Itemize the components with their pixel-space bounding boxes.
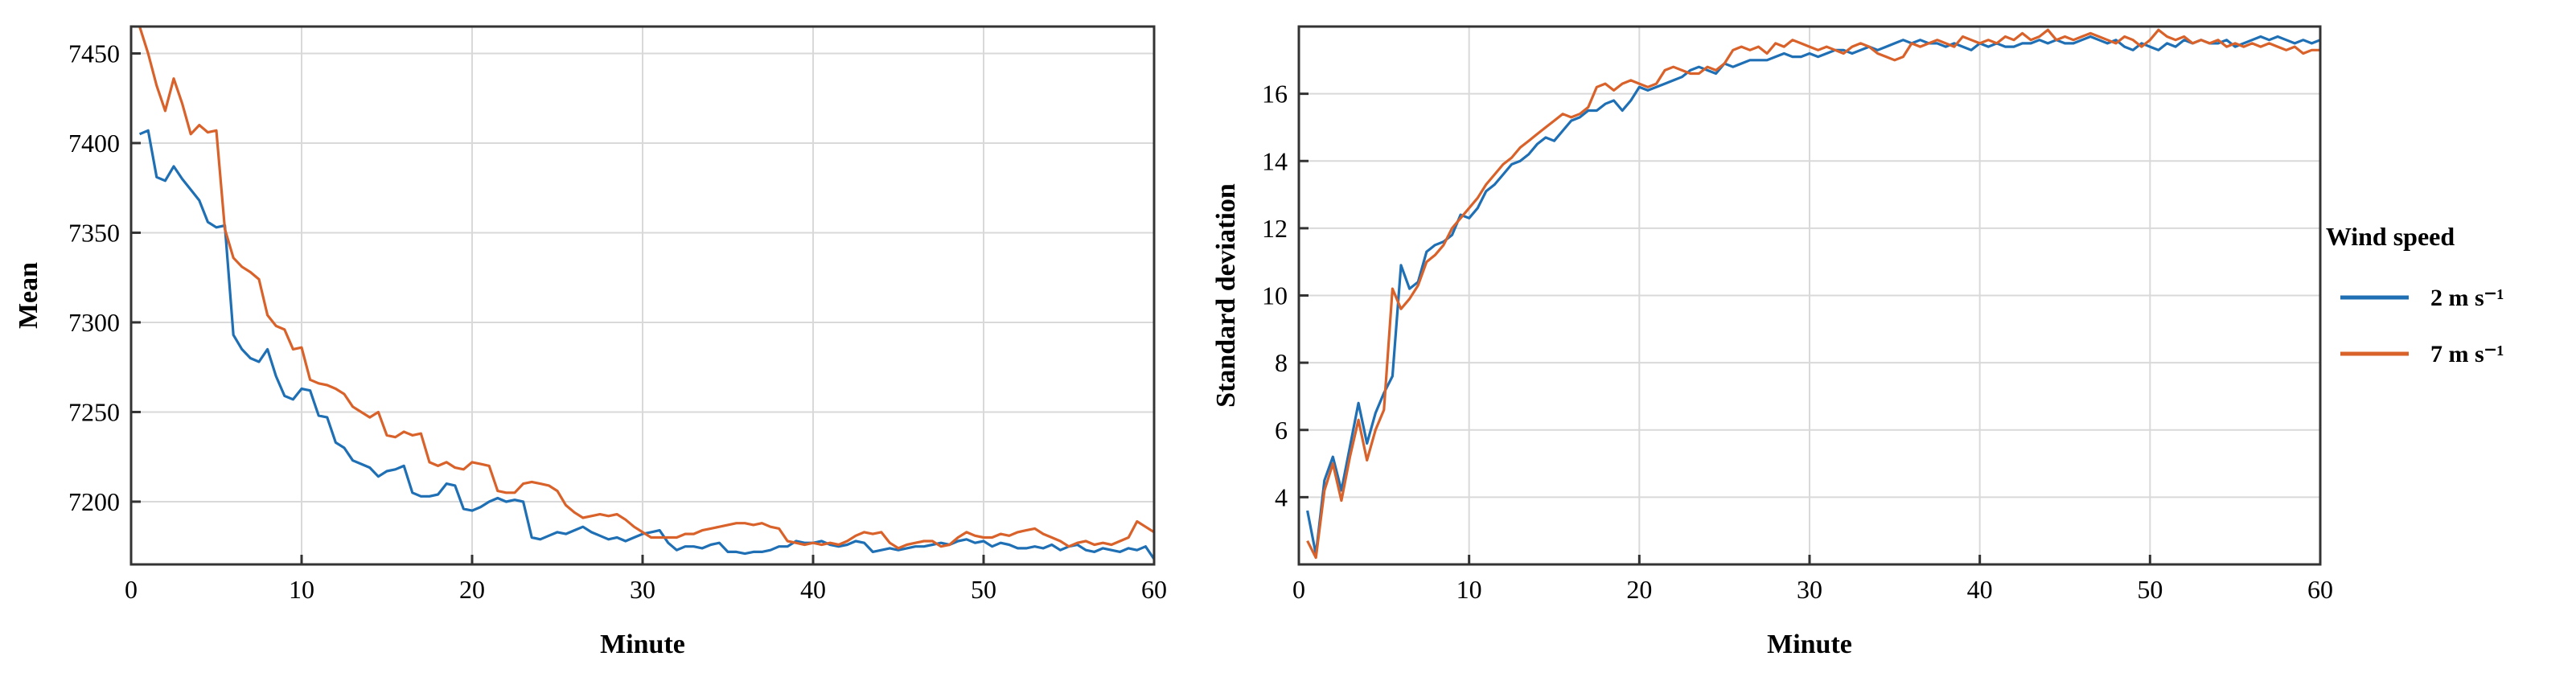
mean-xtick-label-0: 0: [125, 575, 138, 604]
mean-ytick-label-0: 7200: [68, 487, 120, 516]
legend: Wind speed 2 m s⁻¹ 7 m s⁻¹: [2326, 222, 2504, 367]
mean-series-7ms: [138, 27, 1154, 550]
std-xtick-label-6: 60: [2307, 575, 2333, 604]
std-x-axis-title: Minute: [1767, 630, 1852, 659]
mean-chart: 0 10 20 30 40 50 60 7200 7250 7300 7350 7400 7450 Min…: [14, 25, 1167, 659]
std-ytick-label-1: 6: [1275, 416, 1288, 445]
mean-ytick-label-1: 7250: [68, 397, 120, 426]
std-xtick-label-3: 30: [1797, 575, 1822, 604]
std-series-7ms: [1306, 28, 2320, 560]
mean-series-2ms: [138, 129, 1154, 560]
mean-ytick-label-2: 7300: [68, 308, 120, 337]
mean-xtick-label-6: 60: [1141, 575, 1167, 604]
mean-ytick-label-4: 7400: [68, 129, 120, 158]
mean-xtick-label-2: 20: [459, 575, 485, 604]
std-series-2ms: [1306, 35, 2320, 556]
mean-xtick-label-5: 50: [971, 575, 996, 604]
std-y-axis-title: Standard deviation: [1211, 183, 1241, 408]
std-xtick-label-2: 20: [1626, 575, 1652, 604]
std-ytick-label-6: 16: [1262, 80, 1288, 109]
std-xtick-label-0: 0: [1292, 575, 1305, 604]
std-chart: 0 10 20 30 40 50 60 4 6 8 10 12 14 16 Minute Standard d…: [1211, 25, 2333, 659]
mean-xtick-label-4: 40: [800, 575, 826, 604]
legend-title: Wind speed: [2326, 222, 2455, 251]
mean-y-axis-title: Mean: [14, 262, 43, 329]
mean-x-axis-title: Minute: [600, 630, 685, 659]
mean-ytick-label-3: 7350: [68, 218, 120, 247]
std-xtick-label-4: 40: [1967, 575, 1993, 604]
std-ytick-label-3: 10: [1262, 281, 1288, 310]
mean-xtick-label-3: 30: [630, 575, 655, 604]
mean-xtick-label-1: 10: [289, 575, 314, 604]
mean-ytick-label-5: 7450: [68, 39, 120, 68]
std-ytick-label-5: 14: [1262, 146, 1288, 175]
legend-label-2ms: 2 m s⁻¹: [2430, 285, 2504, 311]
std-ytick-label-0: 4: [1275, 482, 1288, 511]
std-ytick-label-4: 12: [1262, 214, 1288, 243]
std-xtick-label-1: 10: [1456, 575, 1482, 604]
std-ytick-label-2: 8: [1275, 348, 1288, 377]
std-xtick-label-5: 50: [2137, 575, 2163, 604]
legend-label-7ms: 7 m s⁻¹: [2430, 341, 2504, 367]
